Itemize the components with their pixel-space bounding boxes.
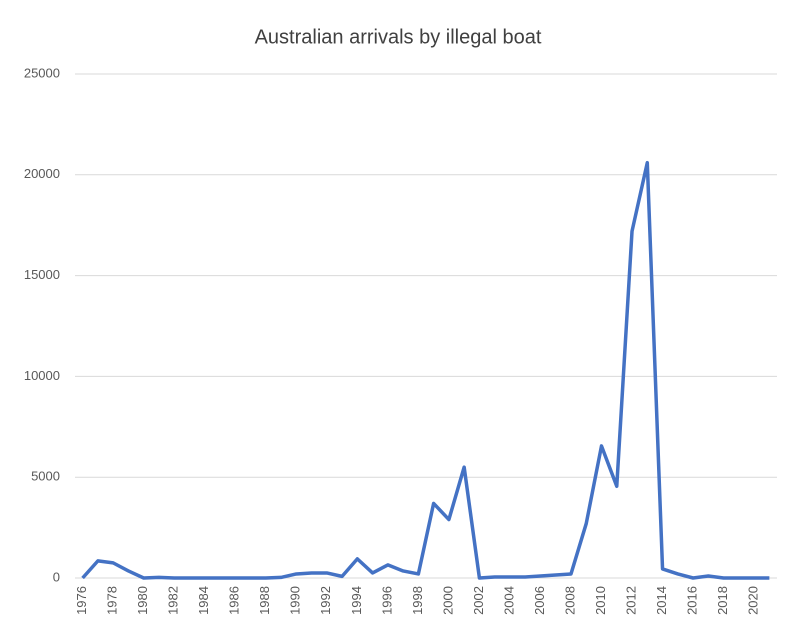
chart-title: Australian arrivals by illegal boat — [255, 26, 542, 48]
y-tick-label: 25000 — [24, 65, 60, 80]
x-tick-label: 2006 — [532, 586, 547, 615]
x-tick-label: 2008 — [562, 586, 577, 615]
y-tick-label: 10000 — [24, 368, 60, 383]
x-tick-label: 2004 — [501, 586, 516, 615]
x-tick-label: 1986 — [227, 586, 242, 615]
x-tick-label: 1982 — [166, 586, 181, 615]
x-tick-label: 1990 — [288, 586, 303, 615]
x-tick-label: 2018 — [715, 586, 730, 615]
x-tick-label: 2014 — [654, 586, 669, 615]
x-tick-label: 2010 — [593, 586, 608, 615]
y-tick-label: 20000 — [24, 166, 60, 181]
x-tick-label: 1992 — [318, 586, 333, 615]
x-tick-label: 1984 — [196, 586, 211, 615]
x-tick-label: 1978 — [105, 586, 120, 615]
x-tick-label: 1980 — [135, 586, 150, 615]
x-tick-label: 2012 — [623, 586, 638, 615]
x-tick-label: 1994 — [349, 586, 364, 615]
x-tick-label: 1976 — [74, 586, 89, 615]
y-tick-label: 15000 — [24, 267, 60, 282]
y-tick-label: 5000 — [31, 469, 60, 484]
x-tick-label: 2002 — [471, 586, 486, 615]
x-tick-label: 2016 — [685, 586, 700, 615]
y-tick-label: 0 — [53, 569, 60, 584]
x-tick-label: 1988 — [257, 586, 272, 615]
line — [81, 160, 770, 580]
x-tick-label: 2000 — [440, 586, 455, 615]
x-tick-label: 2020 — [746, 586, 761, 615]
x-tick-label: 1996 — [379, 586, 394, 615]
x-tick-label: 1998 — [410, 586, 425, 615]
